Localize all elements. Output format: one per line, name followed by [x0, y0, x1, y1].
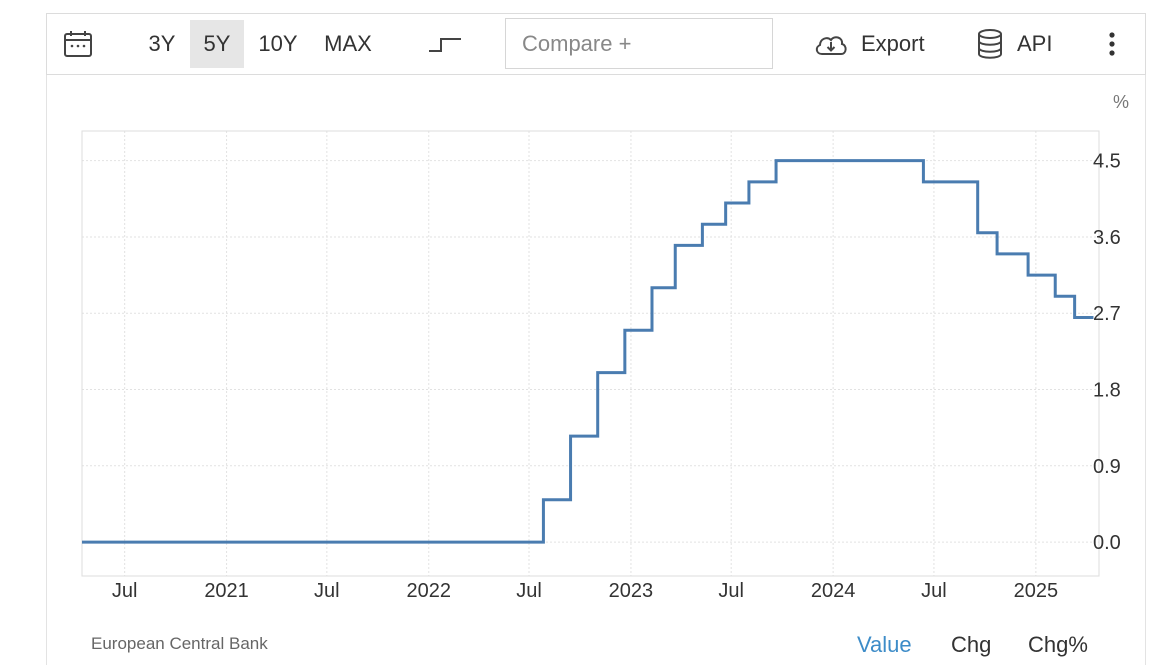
range-5y-button[interactable]: 5Y [190, 20, 244, 68]
y-tick-label: 2.7 [1093, 303, 1121, 325]
x-tick-label: Jul [112, 580, 138, 602]
y-tick-label: 0.9 [1093, 456, 1121, 478]
range-max-button[interactable]: MAX [324, 31, 372, 56]
range-10y-button[interactable]: 10Y [258, 31, 298, 56]
tab-chg[interactable]: Chg [951, 632, 992, 657]
y-tick-label: 1.8 [1093, 380, 1121, 402]
chart-toolbar: 3Y 5Y 10Y MAX Compare + Export API [46, 13, 1146, 75]
chart-panel [46, 75, 1146, 665]
x-tick-label: 2025 [1014, 580, 1059, 602]
range-3y-button[interactable]: 3Y [148, 31, 176, 56]
x-tick-label: Jul [921, 580, 947, 602]
data-source: European Central Bank [91, 634, 268, 653]
x-tick-label: 2023 [609, 580, 654, 602]
x-tick-label: Jul [314, 580, 340, 602]
database-icon [977, 28, 1003, 60]
tab-value[interactable]: Value [857, 632, 912, 657]
compare-input[interactable]: Compare + [505, 18, 773, 69]
y-tick-label: 4.5 [1093, 151, 1121, 173]
y-tick-label: 0.0 [1093, 532, 1121, 554]
x-tick-label: 2021 [204, 580, 249, 602]
grid [82, 131, 1099, 576]
x-tick-label: Jul [718, 580, 744, 602]
x-tick-label: 2024 [811, 580, 856, 602]
step-chart-icon[interactable] [427, 14, 463, 74]
calendar-icon[interactable] [63, 14, 93, 74]
x-axis: Jul 2021 Jul 2022 Jul 2023 Jul 2024 Jul 2025 [112, 580, 1058, 602]
x-tick-label: Jul [516, 580, 542, 602]
series-group [82, 159, 1094, 544]
plot-frame [81, 130, 1100, 577]
y-axis: 0.0 0.9 1.8 2.7 3.6 4.5 [1093, 151, 1121, 554]
cloud-download-icon [813, 30, 849, 58]
export-button[interactable]: Export [813, 14, 925, 74]
y-unit-label: % [1113, 92, 1129, 112]
x-tick-label: 2022 [407, 580, 452, 602]
api-label: API [1017, 31, 1053, 56]
y-tick-label: 3.6 [1093, 227, 1121, 249]
vertical-dots-icon[interactable] [1107, 14, 1117, 74]
series-line [82, 159, 1094, 544]
export-label: Export [861, 31, 925, 56]
tab-chg-percent[interactable]: Chg% [1028, 632, 1088, 657]
api-button[interactable]: API [977, 14, 1052, 74]
